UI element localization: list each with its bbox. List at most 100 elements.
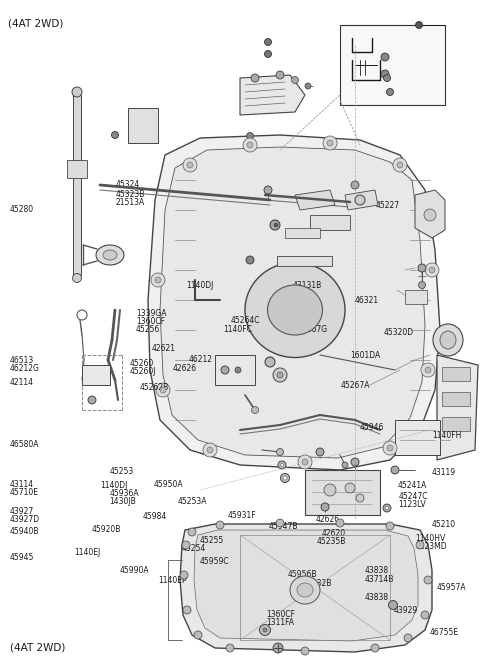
Circle shape — [235, 367, 241, 373]
Circle shape — [393, 158, 407, 172]
Circle shape — [243, 138, 257, 152]
Circle shape — [264, 38, 272, 46]
Text: 1123LV: 1123LV — [398, 500, 426, 509]
Circle shape — [424, 576, 432, 584]
Text: 45990A: 45990A — [120, 566, 150, 575]
Text: 45280: 45280 — [10, 205, 34, 214]
Circle shape — [351, 181, 359, 189]
Text: 45956B: 45956B — [288, 570, 317, 579]
Circle shape — [280, 473, 289, 483]
Text: 45984: 45984 — [143, 512, 168, 521]
Text: 45957A: 45957A — [437, 583, 467, 592]
Polygon shape — [437, 355, 478, 460]
Bar — [67, 160, 87, 178]
Text: 1311FA: 1311FA — [266, 618, 294, 627]
Circle shape — [355, 195, 365, 205]
Bar — [128, 108, 158, 143]
Bar — [405, 290, 427, 304]
Bar — [82, 365, 110, 385]
Circle shape — [280, 463, 284, 467]
Ellipse shape — [433, 324, 463, 356]
Text: 45264C: 45264C — [230, 316, 260, 325]
Text: 43131B: 43131B — [293, 281, 322, 291]
Text: 42626: 42626 — [316, 514, 340, 524]
Text: 46513: 46513 — [10, 355, 34, 365]
Bar — [395, 420, 440, 455]
Text: 43927: 43927 — [10, 506, 34, 516]
Circle shape — [381, 53, 389, 61]
Circle shape — [276, 448, 284, 455]
Circle shape — [421, 611, 429, 619]
Ellipse shape — [103, 250, 117, 260]
Circle shape — [203, 443, 217, 457]
Text: 45267G: 45267G — [298, 325, 328, 334]
Circle shape — [277, 372, 283, 378]
Text: 45940B: 45940B — [10, 527, 39, 536]
Circle shape — [386, 89, 394, 95]
Circle shape — [291, 77, 299, 83]
Circle shape — [252, 406, 259, 414]
Ellipse shape — [245, 263, 345, 357]
Text: 45932B: 45932B — [302, 579, 332, 589]
Ellipse shape — [297, 583, 313, 597]
Circle shape — [425, 263, 439, 277]
Circle shape — [425, 367, 431, 373]
Circle shape — [424, 209, 436, 221]
Circle shape — [418, 264, 426, 272]
Polygon shape — [160, 147, 425, 458]
Circle shape — [383, 441, 397, 455]
Text: 45210: 45210 — [432, 520, 456, 530]
Circle shape — [384, 75, 391, 81]
Text: 43929: 43929 — [394, 606, 418, 615]
Circle shape — [381, 70, 389, 78]
Circle shape — [247, 132, 253, 140]
Text: 45235B: 45235B — [317, 537, 346, 546]
Circle shape — [359, 194, 371, 206]
Circle shape — [260, 624, 271, 636]
Text: 45256: 45256 — [136, 325, 160, 334]
Bar — [305, 470, 380, 515]
Circle shape — [246, 256, 254, 264]
Circle shape — [182, 541, 190, 549]
Text: 43838: 43838 — [365, 566, 389, 575]
Circle shape — [183, 606, 191, 614]
Circle shape — [321, 503, 329, 511]
Text: (4AT 2WD): (4AT 2WD) — [10, 642, 65, 653]
Bar — [73, 95, 81, 275]
Circle shape — [72, 273, 82, 283]
Text: 43114: 43114 — [10, 480, 34, 489]
Text: 45324: 45324 — [115, 179, 140, 189]
Text: 45260J: 45260J — [130, 367, 156, 376]
Circle shape — [265, 357, 275, 367]
Bar — [310, 215, 350, 230]
Circle shape — [263, 628, 267, 632]
Text: 1123MD: 1123MD — [415, 542, 447, 551]
Circle shape — [404, 634, 412, 642]
Text: 45710E: 45710E — [10, 488, 38, 497]
Text: 1430JB: 1430JB — [109, 496, 136, 506]
Bar — [442, 367, 470, 381]
Text: 42621: 42621 — [152, 344, 176, 353]
Circle shape — [371, 644, 379, 652]
Circle shape — [387, 445, 393, 451]
Circle shape — [160, 387, 166, 393]
Text: 21513A: 21513A — [115, 198, 144, 207]
Ellipse shape — [96, 245, 124, 265]
Circle shape — [356, 494, 364, 502]
Text: 45931F: 45931F — [228, 511, 257, 520]
Text: 45247C: 45247C — [398, 492, 428, 501]
Circle shape — [351, 458, 359, 466]
Circle shape — [77, 310, 87, 320]
Text: 46212: 46212 — [188, 355, 212, 364]
Text: 45253A: 45253A — [178, 496, 207, 506]
Circle shape — [88, 396, 96, 404]
Text: 1140DJ: 1140DJ — [100, 481, 127, 491]
Circle shape — [298, 455, 312, 469]
Circle shape — [207, 447, 213, 453]
Circle shape — [391, 466, 399, 474]
Circle shape — [276, 519, 284, 527]
Circle shape — [419, 281, 425, 289]
Text: 43927D: 43927D — [10, 514, 40, 524]
Circle shape — [221, 366, 229, 374]
Text: (4AT 2WD): (4AT 2WD) — [8, 18, 63, 28]
